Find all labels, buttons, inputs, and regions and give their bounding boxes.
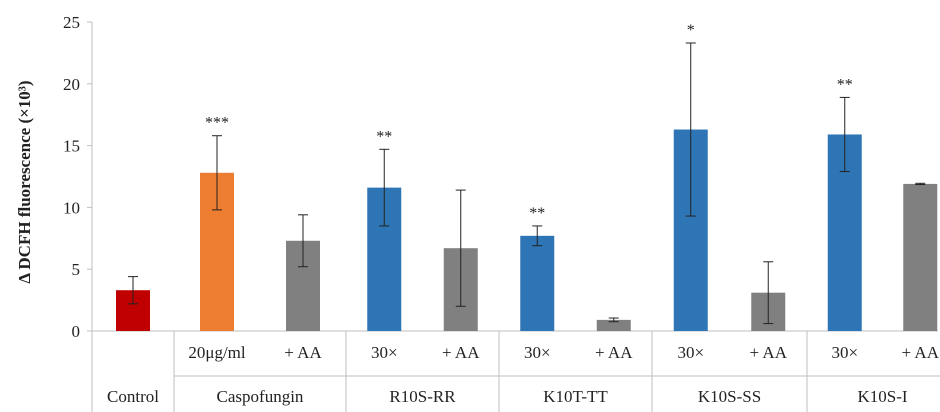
group-label: Caspofungin [217, 387, 304, 406]
significance-label: * [687, 22, 695, 39]
category-label: 30× [677, 343, 704, 362]
group-label: K10S-I [857, 387, 907, 406]
y-tick-label: 5 [72, 260, 81, 279]
group-label: K10T-TT [543, 387, 608, 406]
y-tick-label: 25 [63, 13, 80, 32]
significance-label: ** [376, 128, 392, 145]
y-axis-label: Δ DCFH fluorescence (×10³) [15, 80, 34, 283]
bar [520, 235, 555, 331]
y-tick-label: 0 [72, 322, 81, 341]
category-label: + AA [284, 343, 322, 362]
significance-label: *** [205, 115, 229, 132]
category-label: 30× [371, 343, 398, 362]
category-label: 30× [831, 343, 858, 362]
significance-label: ** [529, 205, 545, 222]
y-tick-label: 15 [63, 137, 80, 156]
group-label: K10S-SS [698, 387, 761, 406]
category-label: 30× [524, 343, 551, 362]
category-label: 20μg/ml [188, 343, 246, 362]
category-label: + AA [442, 343, 480, 362]
category-label: + AA [595, 343, 633, 362]
y-tick-label: 20 [63, 75, 80, 94]
y-tick-label: 10 [63, 198, 80, 217]
category-label: + AA [902, 343, 940, 362]
bar [903, 183, 938, 331]
significance-label: ** [837, 76, 853, 93]
category-label: + AA [750, 343, 788, 362]
bar [596, 319, 631, 331]
group-label: Control [107, 387, 159, 406]
group-label: R10S-RR [389, 387, 456, 406]
